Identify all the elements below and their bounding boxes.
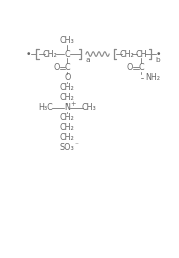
Text: CH₂: CH₂ [120, 50, 134, 59]
Text: C: C [64, 63, 70, 72]
Text: C: C [138, 63, 144, 72]
Text: CH₂: CH₂ [43, 50, 58, 59]
Text: •: • [26, 50, 31, 59]
Text: CH: CH [135, 50, 147, 59]
Text: CH₃: CH₃ [60, 36, 75, 45]
Text: CH₂: CH₂ [60, 93, 75, 102]
Text: CH₂: CH₂ [60, 133, 75, 142]
Text: O: O [127, 63, 133, 72]
Text: O: O [53, 63, 60, 72]
Text: CH₂: CH₂ [60, 114, 75, 123]
Text: NH₂: NH₂ [145, 74, 160, 82]
Text: a: a [85, 57, 90, 63]
Text: •: • [155, 50, 161, 59]
Text: ⁻: ⁻ [74, 142, 78, 148]
Text: +: + [70, 101, 76, 107]
Text: O: O [64, 74, 71, 82]
Text: CH₃: CH₃ [82, 103, 96, 112]
Text: H₃C: H₃C [38, 103, 53, 112]
Text: b: b [155, 57, 159, 63]
Text: CH₂: CH₂ [60, 124, 75, 132]
Text: N: N [64, 103, 70, 112]
Text: SO₃: SO₃ [60, 143, 75, 152]
Text: C: C [64, 50, 70, 59]
Text: CH₂: CH₂ [60, 83, 75, 92]
